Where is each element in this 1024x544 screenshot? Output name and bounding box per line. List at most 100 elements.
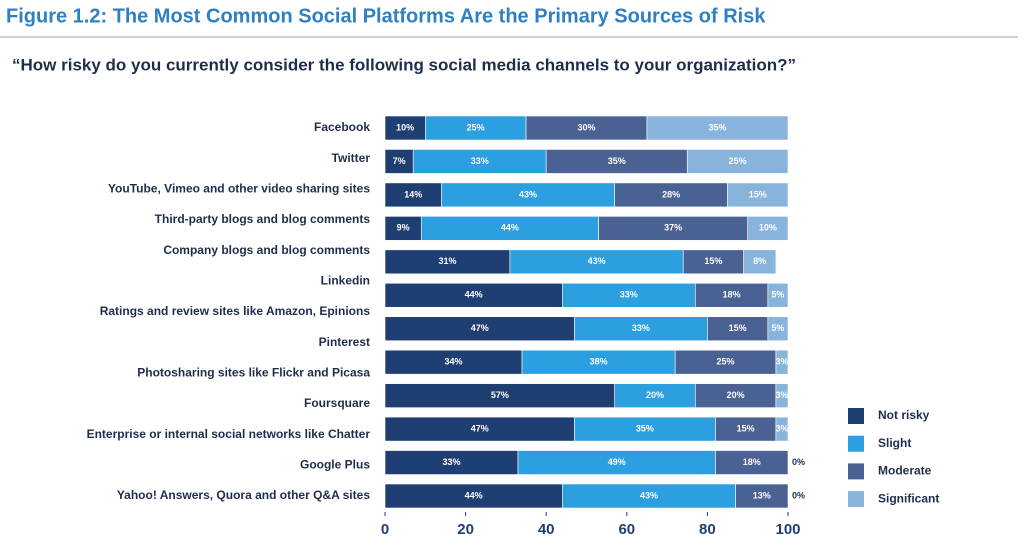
y-tick-label: Ratings and review sites like Amazon, Ep…	[100, 304, 371, 318]
bar-segment	[384, 416, 575, 442]
data-label: 7%	[393, 156, 406, 166]
data-label: 18%	[743, 457, 761, 467]
bar-segment	[735, 483, 789, 509]
data-label: 15%	[729, 323, 747, 333]
bar-segment	[441, 182, 616, 208]
data-label: 0%	[792, 490, 805, 500]
y-tick-label: Twitter	[332, 151, 371, 165]
x-tick-label: 100	[775, 521, 800, 538]
data-label: 33%	[471, 156, 489, 166]
y-tick-label: Pinterest	[319, 335, 370, 349]
data-label: 5%	[771, 323, 784, 333]
legend-swatch	[848, 408, 864, 424]
y-tick-label: Facebook	[314, 120, 370, 134]
data-label: 33%	[442, 457, 460, 467]
bar-segment	[747, 216, 789, 241]
data-label: 15%	[704, 256, 722, 266]
bar-segment	[743, 249, 777, 275]
bar-segment	[707, 316, 769, 342]
data-label: 10%	[759, 223, 777, 233]
bar-segment	[695, 282, 769, 308]
data-label: 0%	[792, 457, 805, 467]
data-label: 14%	[404, 189, 422, 199]
y-tick-label: Company blogs and blog comments	[163, 243, 370, 257]
data-label: 25%	[717, 357, 735, 367]
data-label: 33%	[620, 290, 638, 300]
bar-segment	[715, 450, 789, 475]
data-label: 8%	[753, 256, 766, 266]
bar-segment	[767, 282, 789, 308]
y-tick-label: Enterprise or internal social networks l…	[87, 427, 371, 441]
data-label: 43%	[588, 256, 606, 266]
bar-segment	[598, 216, 749, 241]
data-label: 20%	[646, 390, 664, 400]
legend-swatch	[848, 463, 864, 480]
data-label: 3%	[775, 357, 788, 367]
x-tick-label: 80	[699, 521, 716, 538]
bar-segment	[574, 416, 716, 442]
data-label: 25%	[467, 122, 485, 132]
bar-segment	[614, 182, 728, 208]
bar-segment	[384, 216, 422, 241]
data-label: 9%	[397, 223, 410, 233]
y-tick-label: Google Plus	[300, 458, 370, 472]
bar-segment	[767, 316, 789, 342]
bar-segment	[686, 149, 789, 174]
legend-label: Significant	[878, 491, 939, 505]
y-tick-label: Photosharing sites like Flickr and Picas…	[137, 366, 370, 380]
bar-segment	[384, 282, 563, 308]
chart-title: Figure 1.2: The Most Common Social Platf…	[6, 5, 766, 27]
bar-segment	[574, 316, 708, 342]
bar-segment	[525, 115, 648, 141]
data-label: 10%	[396, 122, 414, 132]
y-tick-label: Foursquare	[304, 396, 370, 410]
bar-segment	[384, 450, 519, 475]
bar-segment	[384, 316, 575, 342]
data-label: 13%	[753, 490, 771, 500]
y-tick-label: Third-party blogs and blog comments	[155, 212, 371, 226]
data-label: 34%	[445, 357, 463, 367]
data-label: 25%	[729, 156, 747, 166]
bar-segment	[727, 182, 789, 208]
legend-label: Not risky	[878, 408, 930, 422]
data-label: 49%	[608, 457, 626, 467]
data-label: 30%	[577, 122, 595, 132]
bar-segment	[775, 349, 789, 375]
y-tick-label: Linkedin	[321, 274, 370, 288]
data-label: 3%	[775, 423, 788, 433]
data-label: 43%	[519, 189, 537, 199]
legend-label: Moderate	[878, 464, 932, 478]
bar-segment	[509, 249, 684, 275]
data-label: 37%	[664, 223, 682, 233]
bar-segment	[521, 349, 676, 375]
bar-segment	[424, 115, 527, 141]
chart-subtitle: “How risky do you currently consider the…	[12, 55, 796, 74]
data-label: 35%	[708, 122, 726, 132]
bar-segment	[412, 149, 547, 174]
data-label: 47%	[471, 423, 489, 433]
data-label: 44%	[465, 290, 483, 300]
bar-segment	[646, 115, 789, 141]
bar-segment	[384, 249, 511, 275]
legend-swatch	[848, 491, 864, 508]
y-tick-label: Yahoo! Answers, Quora and other Q&A site…	[117, 488, 370, 502]
data-label: 15%	[737, 423, 755, 433]
data-label: 44%	[465, 490, 483, 500]
data-label: 44%	[501, 223, 519, 233]
data-label: 35%	[636, 423, 654, 433]
bar-segment	[384, 383, 616, 408]
bar-segment	[384, 182, 442, 208]
data-label: 3%	[775, 390, 788, 400]
legend-label: Slight	[878, 436, 911, 450]
bar-segment	[674, 349, 777, 375]
data-label: 31%	[438, 256, 456, 266]
data-label: 47%	[471, 323, 489, 333]
bar-segment	[420, 216, 599, 241]
data-label: 57%	[491, 390, 509, 400]
bar-segment	[715, 416, 777, 442]
data-label: 38%	[590, 357, 608, 367]
data-label: 15%	[749, 189, 767, 199]
x-tick-label: 60	[618, 521, 635, 538]
data-label: 35%	[608, 156, 626, 166]
